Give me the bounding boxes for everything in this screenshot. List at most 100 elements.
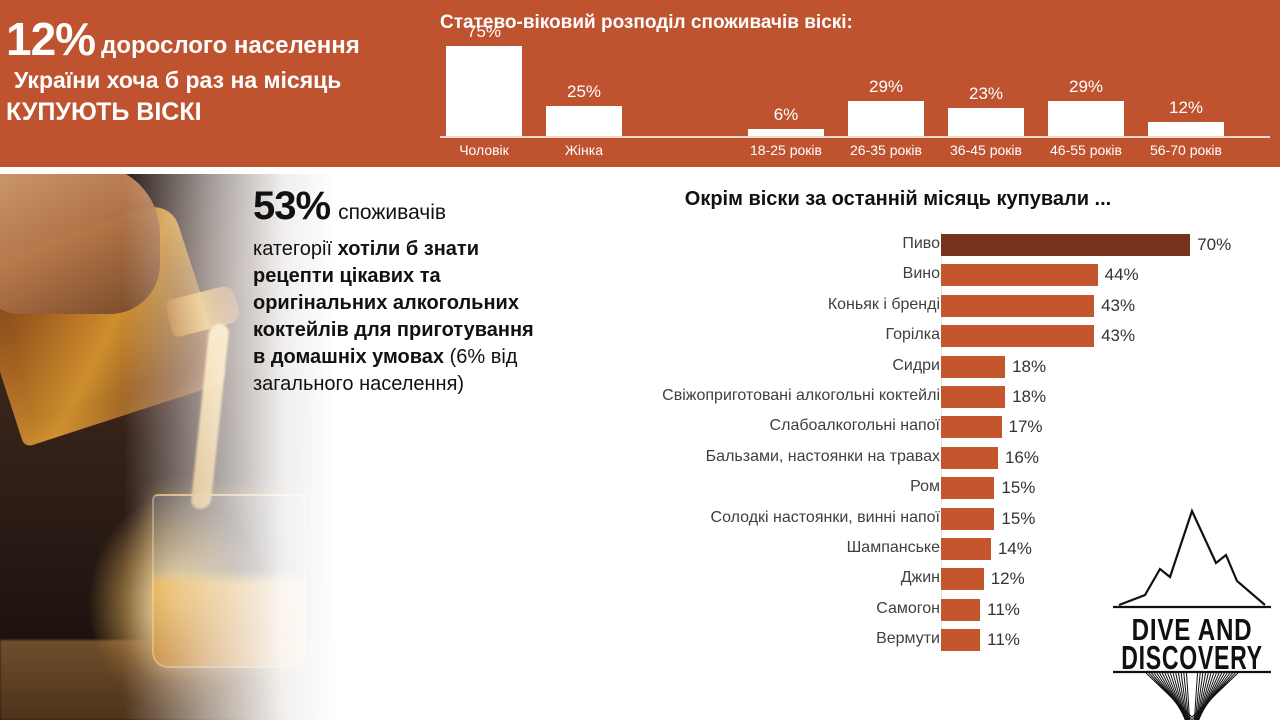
purchases-row-value: 44% — [1104, 265, 1139, 285]
stat-body-prefix: категорії — [253, 238, 338, 260]
top-banner: 12% дорослого населення України хоча б ра… — [0, 0, 1280, 167]
gender-age-category-label: 56-70 років — [1150, 142, 1222, 158]
logo-reflection-spike — [1145, 672, 1239, 720]
logo-line-1: DIVE AND — [1132, 612, 1253, 647]
gender-age-bar-group: 23% — [948, 40, 1024, 136]
purchases-row-label: Джин — [900, 569, 940, 587]
gender-age-bar — [446, 46, 522, 136]
purchases-row-bar — [941, 325, 1095, 348]
gender-age-bar — [948, 108, 1024, 136]
gender-age-bar-value: 29% — [868, 77, 904, 97]
gender-age-category-label: Жінка — [565, 142, 603, 158]
purchases-row-label: Слабоалкогольні напої — [769, 417, 940, 435]
purchases-row-bar — [941, 568, 984, 591]
purchases-row: Ром 15% — [548, 475, 1248, 505]
gender-age-bar — [1148, 121, 1224, 136]
purchases-row-label: Свіжоприготовані алкогольні коктейлі — [662, 386, 940, 404]
purchases-row-value: 16% — [1004, 447, 1039, 467]
purchases-row-value: 12% — [990, 569, 1025, 589]
purchases-row-bar — [941, 598, 981, 621]
purchases-row-label: Бальзами, настоянки на травах — [705, 447, 940, 465]
purchases-row-bar — [941, 507, 995, 530]
purchases-row: Самогон 11% — [548, 597, 1248, 627]
gender-age-bar-value: 12% — [1168, 97, 1204, 117]
gender-age-category-label: 26-35 років — [850, 142, 922, 158]
gender-age-bar-value: 6% — [773, 104, 799, 124]
headline-line-1-rest: дорослого населення — [101, 32, 360, 59]
gender-age-bar-group: 6% — [748, 40, 824, 136]
purchases-row: Джин 12% — [548, 566, 1248, 596]
gender-age-category-label: 18-25 років — [750, 142, 822, 158]
stat-percent-rest: споживачів — [338, 201, 447, 224]
purchases-row-label: Ром — [910, 478, 940, 496]
purchases-row: Сидри 18% — [548, 354, 1248, 384]
headline-line-1: 12% дорослого населення — [6, 16, 426, 62]
whiskey-pour-photo — [0, 174, 362, 720]
purchases-row-value: 18% — [1012, 386, 1047, 406]
purchases-row-bar — [941, 294, 1095, 317]
purchases-row-value: 43% — [1101, 295, 1136, 315]
purchases-row-value: 18% — [1012, 356, 1047, 376]
purchases-row-label: Пиво — [902, 235, 940, 252]
gender-age-bar-value: 23% — [968, 84, 1004, 104]
gender-age-category-label: 46-55 років — [1050, 142, 1122, 158]
purchases-row-bar — [941, 234, 1191, 256]
purchases-row: Вино 44% — [548, 262, 1248, 292]
purchases-row-bar — [941, 629, 981, 652]
purchases-row: Свіжоприготовані алкогольні коктейлі 18% — [548, 384, 1248, 414]
gender-age-chart-title: Статево-віковий розподіл споживачів віск… — [440, 12, 853, 33]
purchases-row-bar — [941, 477, 995, 500]
purchases-row: Коньяк і бренді 43% — [548, 293, 1248, 323]
purchases-chart: Окрім віски за останній місяць купували … — [548, 188, 1248, 688]
headline-line-2: України хоча б раз на місяць — [14, 67, 342, 93]
gender-age-bar — [848, 101, 924, 136]
gender-age-category-label: Чоловік — [459, 142, 509, 158]
gender-age-bar-value: 29% — [1068, 77, 1104, 97]
dive-and-discovery-logo: DIVE AND DISCOVERY — [1113, 495, 1271, 720]
purchases-row: Солодкі настоянки, винні напої 15% — [548, 506, 1248, 536]
purchases-row-value: 17% — [1008, 417, 1043, 437]
purchases-row: Шампанське 14% — [548, 536, 1248, 566]
headline-block: 12% дорослого населення України хоча б ра… — [6, 16, 426, 127]
purchases-row-value: 15% — [1001, 508, 1036, 528]
mountain-icon — [1118, 508, 1266, 607]
stat-percent: 53% — [253, 184, 331, 228]
stat-body-suffix: (6% від загального населення) — [253, 346, 518, 395]
purchases-row-label: Солодкі настоянки, винні напої — [710, 508, 940, 526]
stat-block: 53% споживачів категорії хотіли б знати р… — [253, 186, 548, 398]
photo-white-fade-overlay — [0, 174, 362, 720]
gender-age-axis-line — [440, 136, 1270, 138]
purchases-row-value: 70% — [1197, 235, 1232, 254]
purchases-row-value: 43% — [1101, 326, 1136, 346]
gender-age-bar — [546, 106, 622, 136]
purchases-row: Горілка 43% — [548, 323, 1248, 353]
purchases-row-bar — [941, 355, 1006, 378]
purchases-row-value: 14% — [997, 538, 1032, 558]
stat-body: категорії хотіли б знати рецепти цікавих… — [253, 236, 548, 398]
purchases-row-label: Сидри — [892, 356, 940, 374]
purchases-row-bar — [941, 264, 1098, 287]
purchases-row-label: Коньяк і бренді — [827, 295, 940, 313]
gender-age-category-label: 36-45 років — [950, 142, 1022, 158]
headline-line-3: КУПУЮТЬ ВІСКІ — [6, 97, 202, 126]
purchases-row-bar — [941, 385, 1006, 408]
gender-age-bar-group: 29% — [848, 40, 924, 136]
purchases-row-label: Вино — [902, 265, 940, 283]
gender-age-plot-area: 75% 25% 6% 29% 23% 29% 12% — [440, 22, 1270, 136]
purchases-chart-title: Окрім віски за останній місяць купували … — [684, 188, 1112, 210]
gender-age-bar-group: 12% — [1148, 40, 1224, 136]
purchases-row-label: Горілка — [885, 326, 940, 344]
purchases-row: Пиво 70% — [548, 232, 1248, 262]
gender-age-bar — [1048, 101, 1124, 136]
stat-body-bold: хотіли б знати рецепти цікавих та оригін… — [253, 238, 534, 368]
purchases-row-value: 15% — [1001, 478, 1036, 498]
stat-headline: 53% споживачів — [253, 186, 548, 226]
purchases-row-label: Шампанське — [846, 538, 940, 556]
purchases-row: Бальзами, настоянки на травах 16% — [548, 445, 1248, 475]
purchases-row: Слабоалкогольні напої 17% — [548, 414, 1248, 444]
purchases-row-label: Вермути — [876, 630, 940, 648]
gender-age-chart: Статево-віковий розподіл споживачів віск… — [440, 12, 1270, 167]
purchases-row-bar — [941, 416, 1002, 439]
purchases-row-bar — [941, 537, 991, 560]
purchases-row: Вермути 11% — [548, 627, 1248, 657]
